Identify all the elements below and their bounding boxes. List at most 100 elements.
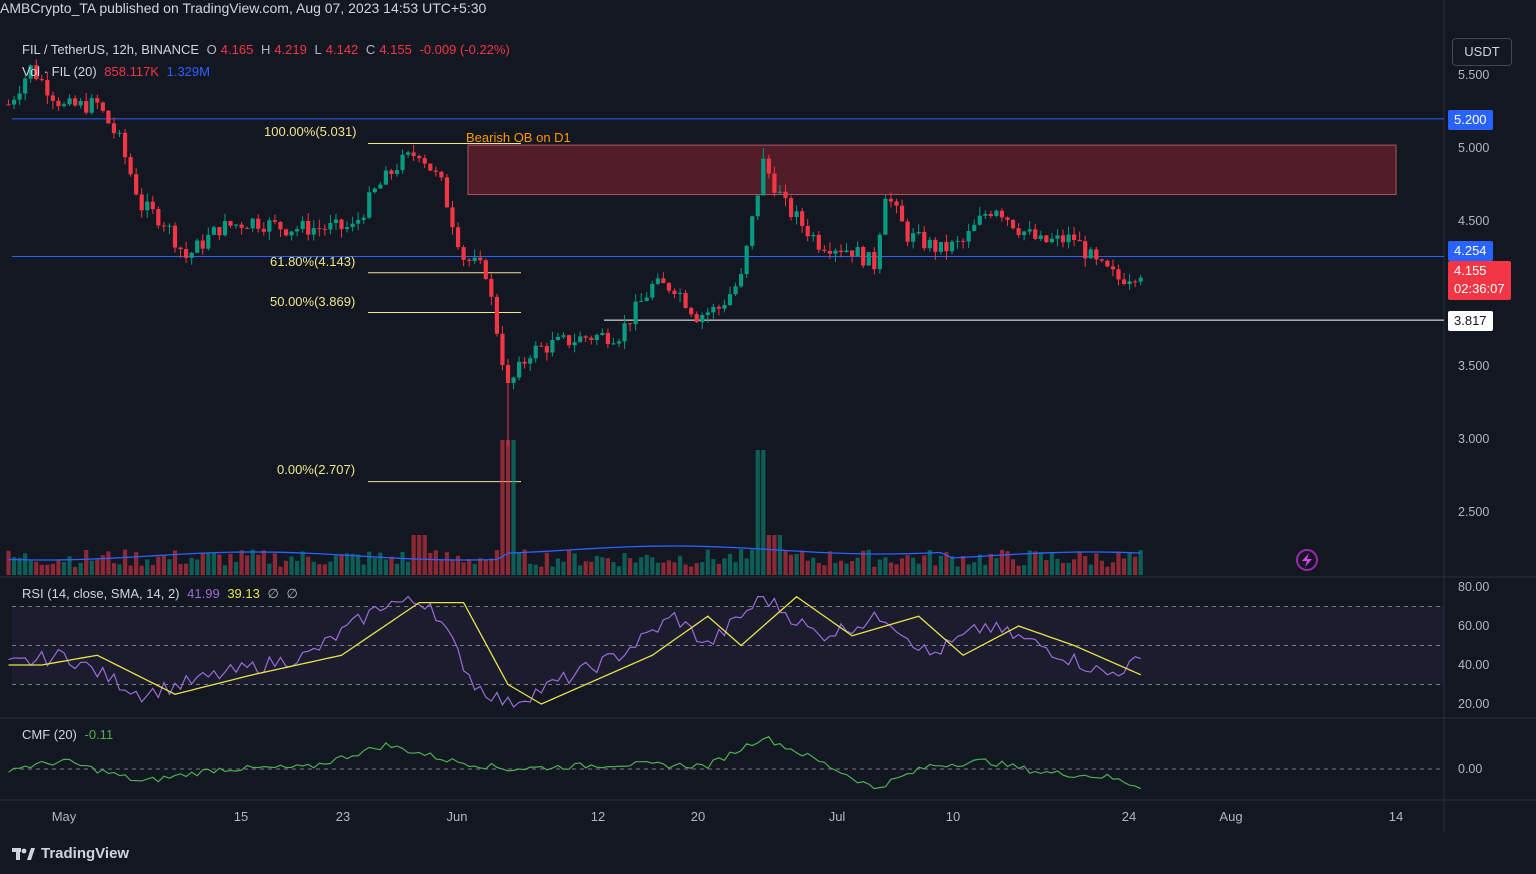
volume-bar	[794, 553, 799, 575]
volume-bar	[172, 550, 178, 575]
date-axis-label: 20	[690, 809, 706, 824]
candle-body	[28, 65, 33, 79]
volume-bar	[439, 559, 444, 575]
candle-body	[633, 301, 638, 325]
rsi-label[interactable]: RSI (14, close, SMA, 14, 2)	[22, 586, 180, 601]
candle-body	[467, 259, 472, 261]
candle-body	[677, 292, 683, 294]
candle-body	[184, 249, 189, 258]
candle-body	[983, 214, 988, 216]
volume-bar	[705, 549, 710, 575]
volume-bar	[372, 557, 377, 575]
candle-body	[1088, 249, 1093, 259]
high-value: 4.219	[274, 42, 307, 57]
volume-bar	[28, 560, 33, 575]
volume-bar	[639, 557, 644, 575]
volume-bar	[788, 554, 794, 575]
candle-body	[233, 224, 239, 226]
candle-body	[899, 205, 905, 222]
candle-body	[961, 240, 966, 242]
brand-name: TradingView	[41, 845, 130, 862]
volume-bar	[489, 558, 494, 575]
volume-bar	[838, 560, 844, 575]
candle-body	[589, 337, 594, 341]
volume-bar	[783, 551, 788, 575]
currency-button[interactable]: USDT	[1452, 38, 1512, 66]
candle-body	[528, 358, 533, 364]
candle-body	[1005, 217, 1010, 220]
volume-bar	[306, 556, 311, 575]
volume-bar	[95, 559, 100, 575]
volume-bar	[150, 564, 155, 575]
date-axis-label: May	[51, 809, 77, 824]
volume-bar	[1072, 559, 1077, 575]
candle-body	[178, 247, 183, 250]
volume-bar	[139, 565, 144, 575]
candle-body	[272, 220, 277, 222]
volume-bar	[972, 562, 977, 575]
volume-bar	[628, 558, 633, 575]
date-axis-label: 15	[233, 809, 249, 824]
candle-body	[600, 332, 605, 335]
volume-bar	[672, 562, 677, 575]
candle-body	[555, 336, 561, 340]
rsi-ma-value: 39.13	[227, 586, 260, 601]
candle-body	[927, 239, 932, 249]
volume-bar	[561, 561, 566, 575]
volume-bar	[555, 558, 561, 575]
volume-bar	[666, 560, 672, 575]
candle-body	[517, 361, 522, 378]
candle-body	[1016, 228, 1021, 236]
tradingview-logo[interactable]: TradingView	[12, 845, 129, 862]
volume-bar	[622, 553, 627, 575]
volume-bar	[350, 553, 355, 575]
candle-body	[944, 241, 949, 252]
candle-body	[11, 99, 17, 105]
volume-bar	[189, 557, 194, 575]
date-axis-label: Jul	[828, 809, 846, 824]
candle-body	[861, 247, 866, 266]
volume-bar	[411, 535, 416, 575]
volume-bar	[1094, 553, 1099, 575]
volume-bar	[977, 554, 982, 575]
symbol-name[interactable]: FIL / TetherUS, 12h, BINANCE	[22, 42, 200, 57]
candle-body	[922, 231, 927, 249]
volume-bar	[1110, 562, 1116, 575]
volume-bar	[744, 558, 749, 575]
candle-body	[494, 296, 499, 334]
volume-bar	[406, 561, 411, 575]
volume-bar	[289, 556, 294, 575]
candle-body	[566, 335, 572, 346]
candle-body	[367, 192, 372, 218]
volume-bar	[89, 560, 94, 575]
fib-label-0: 0.00%(2.707)	[277, 462, 356, 477]
volume-bar	[450, 559, 455, 575]
volume-bar	[911, 557, 916, 575]
candle-body	[672, 290, 677, 294]
candle-body	[339, 219, 344, 230]
volume-bar	[944, 552, 949, 575]
volume-bar	[283, 560, 289, 575]
volume-bar	[517, 552, 522, 575]
volume-bar	[494, 550, 499, 575]
volume-bar	[367, 551, 372, 575]
volume-bar	[328, 561, 333, 575]
candle-body	[389, 170, 394, 174]
candle-body	[511, 377, 516, 384]
candle-body	[977, 215, 982, 225]
volume-bar	[300, 551, 305, 575]
price-axis-label: 2.500	[1458, 505, 1490, 519]
volume-label[interactable]: Vol · FIL (20)	[22, 64, 97, 79]
candle-body	[145, 201, 150, 211]
change-value: -0.009 (-0.22%)	[419, 42, 510, 57]
volume-bar	[877, 559, 882, 575]
volume-bar	[700, 562, 705, 575]
high-label: H	[260, 42, 271, 57]
candle-body	[317, 228, 322, 230]
candle-body	[206, 234, 211, 249]
volume-bar	[500, 440, 505, 575]
candle-body	[683, 292, 688, 308]
cmf-label[interactable]: CMF (20)	[22, 727, 77, 742]
candle-body	[489, 278, 494, 297]
